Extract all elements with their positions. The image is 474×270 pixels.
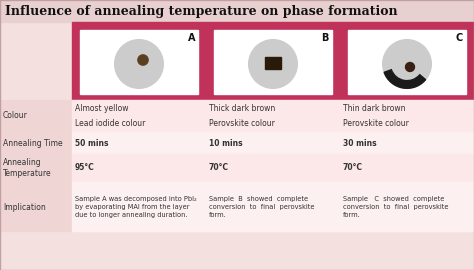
- Text: 70°C: 70°C: [343, 164, 363, 173]
- Text: 95°C: 95°C: [75, 164, 95, 173]
- Text: C: C: [456, 33, 463, 43]
- Circle shape: [383, 40, 431, 88]
- Bar: [340, 22, 474, 100]
- Text: 30 mins: 30 mins: [343, 139, 377, 147]
- Bar: [340, 132, 474, 154]
- Bar: [72, 100, 206, 132]
- Text: Sample   C  showed  complete
conversion  to  final  perovskite
form.: Sample C showed complete conversion to f…: [343, 196, 448, 218]
- Text: 70°C: 70°C: [209, 164, 229, 173]
- Bar: [72, 132, 206, 154]
- Bar: [206, 154, 340, 182]
- Text: 50 mins: 50 mins: [75, 139, 109, 147]
- Bar: [206, 22, 340, 100]
- Text: Sample  B  showed  complete
conversion  to  final  perovskite
form.: Sample B showed complete conversion to f…: [209, 196, 315, 218]
- Text: A: A: [188, 33, 195, 43]
- Bar: [206, 100, 340, 132]
- Bar: [80, 30, 198, 94]
- Bar: [72, 182, 206, 232]
- Text: B: B: [322, 33, 329, 43]
- Circle shape: [138, 55, 148, 65]
- Text: Influence of annealing temperature on phase formation: Influence of annealing temperature on ph…: [5, 5, 398, 18]
- Text: Lead iodide colour: Lead iodide colour: [75, 119, 146, 127]
- Bar: [0, 100, 72, 132]
- Bar: [206, 132, 340, 154]
- Text: Perovskite colour: Perovskite colour: [209, 119, 275, 127]
- Bar: [0, 154, 72, 182]
- Bar: [206, 182, 340, 232]
- Bar: [340, 182, 474, 232]
- Text: Colour: Colour: [3, 112, 28, 120]
- Bar: [0, 0, 474, 22]
- Bar: [72, 154, 206, 182]
- Bar: [265, 57, 281, 69]
- Circle shape: [406, 63, 414, 72]
- Text: Annealing Time: Annealing Time: [3, 139, 63, 147]
- Text: Perovskite colour: Perovskite colour: [343, 119, 409, 127]
- Text: Almost yellow: Almost yellow: [75, 104, 128, 113]
- Bar: [348, 30, 466, 94]
- Text: Sample A was decomposed into PbI₂
by evaporating MAI from the layer
due to longe: Sample A was decomposed into PbI₂ by eva…: [75, 196, 197, 218]
- Circle shape: [249, 40, 297, 88]
- Bar: [0, 132, 72, 154]
- Bar: [72, 22, 206, 100]
- Text: Thick dark brown: Thick dark brown: [209, 104, 275, 113]
- Bar: [214, 30, 332, 94]
- Text: Implication: Implication: [3, 202, 46, 211]
- Wedge shape: [384, 70, 426, 88]
- Text: 10 mins: 10 mins: [209, 139, 243, 147]
- Circle shape: [115, 40, 164, 88]
- Text: Thin dark brown: Thin dark brown: [343, 104, 405, 113]
- Bar: [340, 154, 474, 182]
- Bar: [340, 100, 474, 132]
- Text: Annealing
Temperature: Annealing Temperature: [3, 158, 52, 178]
- Bar: [0, 182, 72, 232]
